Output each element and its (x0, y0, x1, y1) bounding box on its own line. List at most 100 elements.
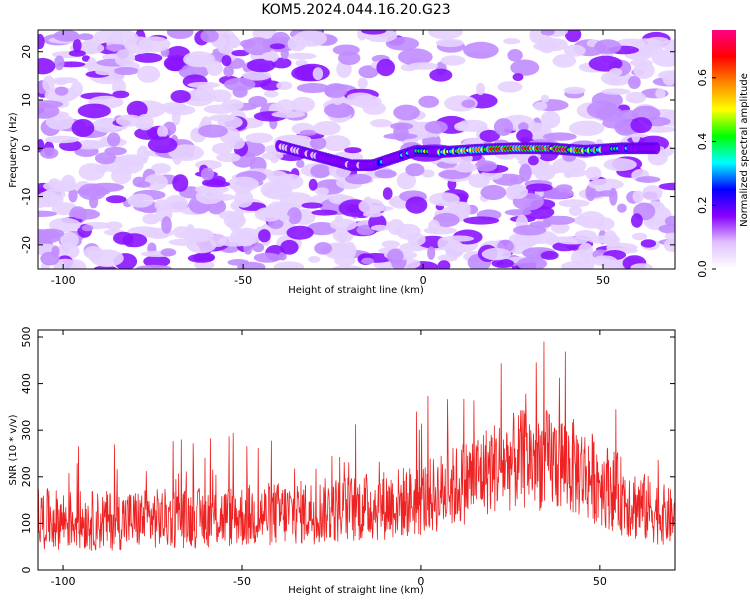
noise-blob (393, 104, 420, 121)
noise-blob (168, 144, 204, 161)
noise-blob (54, 182, 77, 192)
noise-blob (332, 265, 363, 269)
noise-blob (518, 122, 529, 132)
noise-blob (200, 30, 219, 43)
noise-blob (126, 100, 148, 118)
snr-x-tick-label: 50 (593, 575, 607, 588)
noise-blob (631, 213, 643, 228)
noise-blob (160, 248, 177, 257)
noise-blob (312, 67, 324, 81)
noise-blob (563, 44, 586, 57)
noise-blob (429, 68, 453, 82)
noise-blob (643, 217, 660, 226)
noise-blob (71, 208, 101, 220)
noise-blob (72, 38, 82, 53)
colorbar-gradient (712, 30, 736, 269)
noise-blob (233, 190, 254, 208)
noise-blob (38, 198, 46, 209)
noise-blob (133, 52, 163, 63)
noise-blob (308, 256, 321, 263)
noise-blob (374, 169, 397, 179)
noise-blob (344, 173, 372, 185)
snr-y-tick-label: 200 (20, 466, 33, 487)
noise-blob (609, 187, 618, 206)
noise-blob (609, 67, 623, 77)
noise-blob (324, 83, 348, 98)
noise-blob (311, 209, 338, 216)
noise-blob (264, 185, 293, 200)
noise-blob (147, 136, 178, 154)
noise-blob (166, 30, 194, 39)
noise-blob (468, 173, 490, 188)
noise-blob (245, 132, 274, 144)
noise-blob (40, 147, 59, 159)
snr-y-tick-label: 0 (20, 567, 33, 574)
noise-blob (493, 118, 514, 136)
noise-blob (561, 261, 587, 269)
noise-blob (209, 233, 227, 247)
noise-blob (601, 88, 631, 95)
noise-blob (663, 238, 675, 253)
noise-blob (68, 50, 86, 57)
noise-blob (563, 86, 586, 95)
noise-blob (81, 224, 94, 232)
noise-blob (657, 70, 675, 80)
noise-blob (107, 132, 121, 147)
noise-blob (60, 231, 79, 248)
noise-blob (540, 30, 555, 36)
noise-blob (277, 134, 311, 143)
noise-blob (418, 95, 440, 108)
noise-blob (293, 30, 327, 47)
noise-blob (387, 248, 404, 264)
noise-blob (217, 115, 243, 129)
noise-blob (144, 173, 168, 191)
noise-blob (223, 77, 256, 91)
noise-blob (186, 237, 217, 254)
noise-blob (113, 231, 134, 245)
noise-blob (456, 119, 488, 132)
noise-blob (628, 75, 641, 89)
noise-blob (603, 158, 637, 172)
noise-blob (105, 44, 128, 52)
heatmap-y-tick-label: -20 (20, 236, 33, 254)
noise-blob (112, 90, 130, 99)
noise-blob (154, 199, 170, 211)
noise-blob (519, 163, 532, 182)
noise-blob (424, 120, 448, 134)
noise-blob (287, 207, 302, 225)
noise-blob (504, 209, 532, 216)
signal-mid (652, 144, 660, 152)
noise-blob (261, 51, 276, 61)
noise-blob (497, 81, 523, 93)
noise-blob (83, 140, 108, 149)
noise-blob (254, 207, 283, 222)
noise-blob (396, 172, 416, 190)
noise-blob (440, 55, 466, 66)
noise-blob (382, 187, 393, 200)
noise-blob (543, 215, 575, 225)
noise-blob (437, 260, 451, 269)
noise-blob (540, 110, 561, 129)
noise-blob (408, 62, 439, 70)
noise-blob (568, 120, 605, 136)
noise-blob (116, 114, 143, 127)
noise-blob (216, 152, 241, 163)
noise-blob (588, 178, 624, 191)
heatmap-y-tick-label: 10 (20, 93, 33, 107)
noise-blob (38, 58, 56, 75)
noise-blob (185, 54, 213, 66)
noise-blob (533, 162, 556, 181)
noise-blob (253, 252, 282, 263)
noise-blob (388, 198, 400, 206)
noise-blob (552, 54, 577, 68)
noise-blob (104, 146, 127, 156)
noise-blob (228, 136, 245, 150)
noise-blob (586, 100, 618, 119)
heatmap-x-axis-label: Height of straight line (km) (288, 285, 424, 296)
noise-blob (127, 193, 154, 208)
noise-blob (475, 82, 486, 96)
noise-blob (428, 30, 463, 40)
noise-blob (510, 59, 540, 76)
noise-blob (212, 142, 233, 155)
noise-blob (578, 242, 594, 258)
